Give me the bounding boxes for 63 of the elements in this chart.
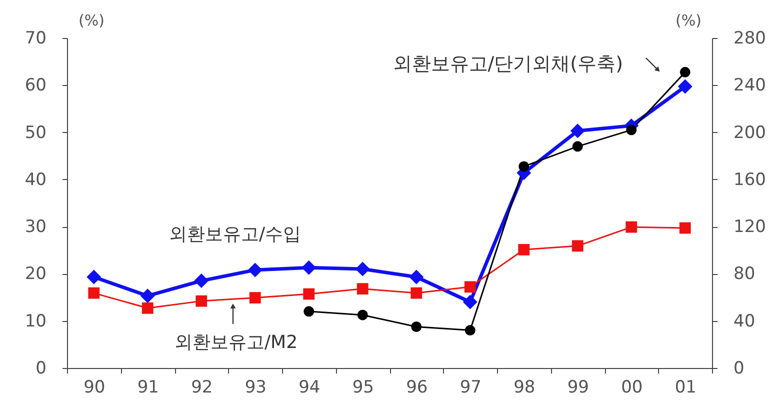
point — [572, 141, 583, 152]
point — [356, 283, 368, 294]
point — [140, 288, 155, 304]
y-tick-label: 20 — [24, 264, 46, 284]
point — [355, 262, 370, 276]
point — [572, 240, 584, 252]
x-tick-label: 99 — [567, 378, 589, 398]
point — [464, 281, 476, 293]
x-tick-label: 01 — [674, 378, 696, 398]
point — [410, 287, 422, 299]
point — [679, 222, 691, 234]
point — [304, 306, 314, 317]
y2-axis-title: (%) — [676, 12, 702, 30]
point — [680, 66, 690, 78]
y-axis-title: (%) — [78, 12, 104, 30]
y-tick-label: 50 — [24, 122, 46, 143]
y-tick-label: 40 — [24, 170, 46, 190]
y-tick-label: 60 — [24, 76, 46, 96]
point — [678, 79, 692, 94]
point — [518, 161, 530, 172]
point — [626, 124, 637, 136]
x-tick-label: 90 — [84, 378, 106, 398]
point — [88, 287, 100, 299]
x-tick-label: 91 — [137, 378, 159, 398]
point — [302, 260, 316, 275]
x-tick-label: 93 — [244, 378, 266, 398]
y2-tick-label: 40 — [734, 311, 756, 332]
y-tick-label: 0 — [36, 358, 46, 378]
point — [194, 274, 209, 288]
y2-tick-label: 200 — [734, 122, 766, 143]
series-label: 외환보유고/수입 — [168, 224, 302, 245]
point — [462, 294, 478, 310]
point — [464, 325, 476, 336]
point — [411, 322, 422, 332]
x-tick-label: 00 — [621, 378, 643, 398]
point — [196, 295, 208, 307]
x-tick-label: 98 — [514, 378, 536, 398]
y-tick-label: 70 — [24, 28, 46, 48]
x-tick-label: 94 — [298, 378, 320, 398]
x-tick-label: 96 — [406, 378, 428, 398]
point — [86, 270, 102, 284]
point — [626, 221, 638, 233]
point — [249, 292, 261, 304]
point — [142, 302, 154, 314]
y2-tick-label: 240 — [734, 76, 766, 96]
x-tick-label: 92 — [191, 378, 213, 398]
y2-tick-label: 120 — [734, 217, 766, 238]
point — [248, 262, 262, 278]
x-tick-label: 95 — [352, 378, 374, 398]
y-tick-label: 10 — [24, 311, 46, 332]
point — [303, 288, 315, 300]
point — [518, 244, 530, 256]
point — [357, 310, 368, 320]
point — [409, 270, 424, 284]
y2-tick-label: 80 — [734, 264, 756, 284]
text: 외환보유고/단기외채(우축) — [392, 53, 623, 75]
y2-tick-label: 0 — [734, 358, 744, 378]
y2-tick-label: 160 — [734, 170, 766, 190]
point — [570, 124, 585, 138]
y-tick-label: 30 — [24, 217, 46, 238]
x-tick-label: 97 — [460, 378, 482, 398]
y2-tick-label: 280 — [734, 28, 766, 48]
series-label: 외환보유고/M2 — [174, 332, 298, 353]
